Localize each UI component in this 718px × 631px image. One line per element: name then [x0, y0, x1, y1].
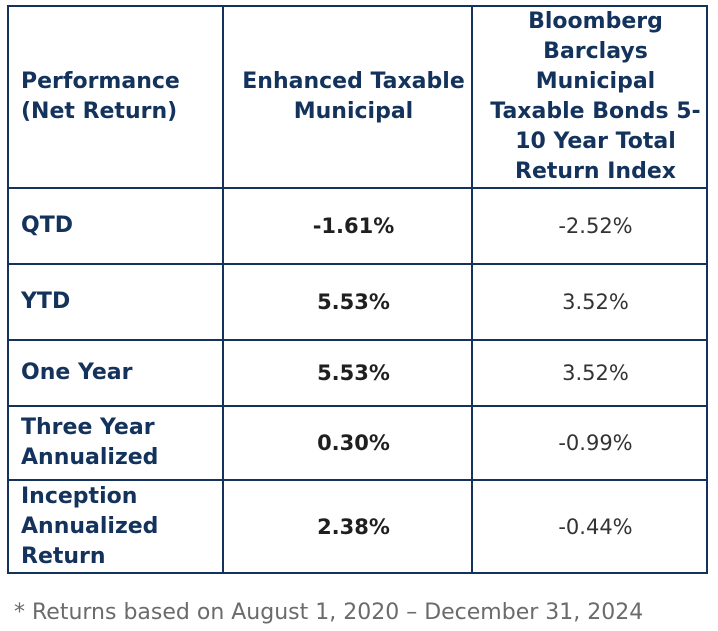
header-benchmark-index: Bloomberg Barclays Municipal Taxable Bon…	[471, 5, 708, 189]
table-row-ytd: YTD 5.53% 3.52%	[7, 263, 708, 341]
returns-footnote: * Returns based on August 1, 2020 – Dece…	[14, 600, 644, 625]
fund-return: 5.53%	[222, 339, 473, 407]
fund-return: 0.30%	[222, 405, 473, 481]
table-row-one-year: One Year 5.53% 3.52%	[7, 339, 708, 407]
fund-return: 5.53%	[222, 263, 473, 341]
row-label: Inception Annualized Return	[7, 479, 224, 574]
index-return: -0.99%	[471, 405, 708, 481]
row-label: QTD	[7, 187, 224, 265]
performance-table: Performance (Net Return) Enhanced Taxabl…	[7, 5, 708, 574]
table-row-three-year: Three Year Annualized 0.30% -0.99%	[7, 405, 708, 481]
header-performance: Performance (Net Return)	[7, 5, 224, 189]
fund-return: 2.38%	[222, 479, 473, 574]
row-label: Three Year Annualized	[7, 405, 224, 481]
table-row-qtd: QTD -1.61% -2.52%	[7, 187, 708, 265]
row-label: One Year	[7, 339, 224, 407]
index-return: 3.52%	[471, 263, 708, 341]
fund-return: -1.61%	[222, 187, 473, 265]
table-header-row: Performance (Net Return) Enhanced Taxabl…	[7, 5, 708, 189]
header-enhanced-taxable-municipal: Enhanced Taxable Municipal	[222, 5, 473, 189]
index-return: -0.44%	[471, 479, 708, 574]
index-return: 3.52%	[471, 339, 708, 407]
row-label: YTD	[7, 263, 224, 341]
index-return: -2.52%	[471, 187, 708, 265]
table-row-inception: Inception Annualized Return 2.38% -0.44%	[7, 479, 708, 574]
